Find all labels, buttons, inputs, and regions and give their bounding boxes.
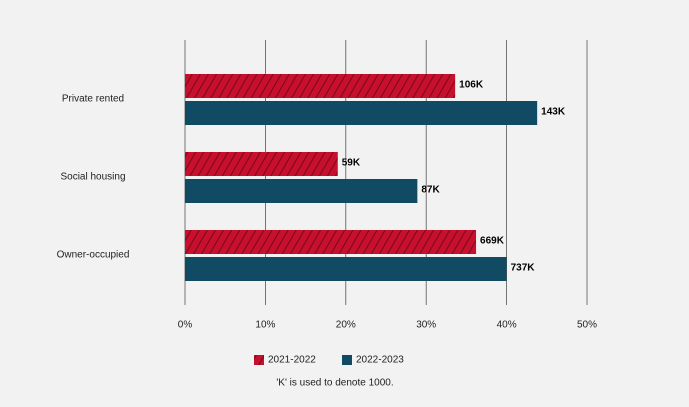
legend-label: 2022-2023 xyxy=(356,355,404,366)
category-label: Owner-occupied xyxy=(57,250,130,261)
bar-label: 59K xyxy=(342,158,361,169)
bar xyxy=(185,230,477,254)
footnote: 'K' is used to denote 1000. xyxy=(276,378,393,389)
bar xyxy=(185,179,418,203)
bar xyxy=(185,74,456,98)
x-tick-label: 50% xyxy=(577,320,597,331)
bar-label: 106K xyxy=(459,80,484,91)
bar-label: 87K xyxy=(421,185,440,196)
bar-label: 669K xyxy=(480,236,505,247)
x-tick-label: 20% xyxy=(336,320,356,331)
x-tick-label: 30% xyxy=(416,320,436,331)
bar xyxy=(185,257,507,281)
legend-label: 2021-2022 xyxy=(268,355,316,366)
bar xyxy=(185,101,538,125)
bar-label: 143K xyxy=(541,107,566,118)
bar xyxy=(185,152,338,176)
legend-swatch xyxy=(254,355,264,365)
category-label: Social housing xyxy=(60,172,125,183)
x-tick-label: 0% xyxy=(178,320,193,331)
x-tick-label: 10% xyxy=(255,320,275,331)
x-tick-label: 40% xyxy=(497,320,517,331)
category-label: Private rented xyxy=(62,94,124,105)
legend-swatch xyxy=(342,355,352,365)
bar-label: 737K xyxy=(511,263,536,274)
